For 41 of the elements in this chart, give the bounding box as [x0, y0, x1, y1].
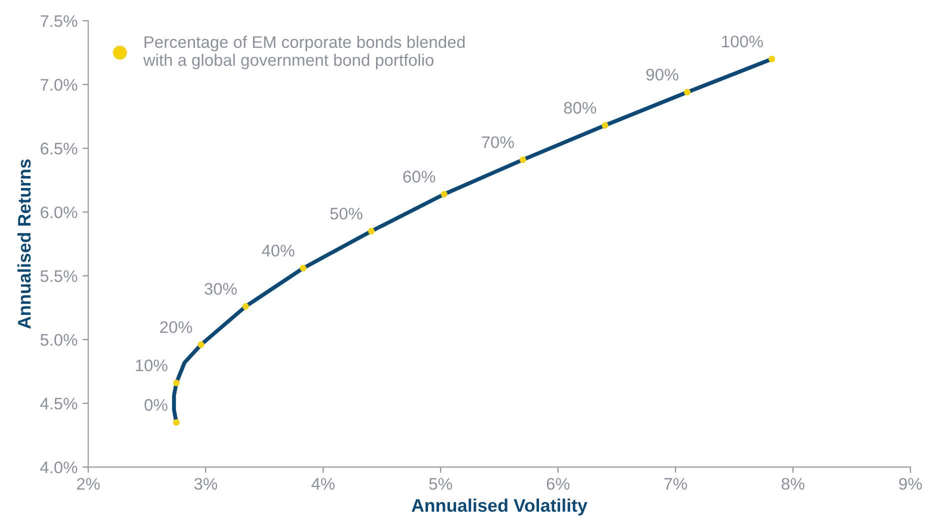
y-axis-title: Annualised Returns: [17, 159, 31, 329]
point: [173, 419, 180, 426]
annotation: 70%: [482, 136, 514, 148]
point: [198, 341, 204, 348]
y-tick-label: 4.0%: [40, 462, 78, 474]
x-tick-label: 9%: [899, 478, 922, 490]
point: [768, 56, 776, 62]
annotation: 80%: [564, 102, 596, 114]
y-tick-label: 4.5%: [40, 398, 78, 410]
point: [440, 190, 448, 198]
point: [684, 88, 691, 96]
point: [300, 264, 306, 272]
x-tick-label: 6%: [546, 478, 570, 490]
annotation: 50%: [330, 208, 362, 220]
annotation: 20%: [160, 321, 192, 334]
x-tick-label: 8%: [782, 478, 804, 490]
annotation: 100%: [722, 36, 763, 48]
x-tick-label: 7%: [664, 478, 687, 490]
annotation: 0%: [144, 399, 168, 411]
x-axis-title: Annualised Volatility: [412, 498, 588, 516]
x-tick-label: 2%: [77, 478, 100, 490]
legend-label: Percentage of EM corporate bonds blended with a global government bond portfolio: [143, 36, 465, 70]
annotation: 10%: [136, 360, 168, 372]
y-tick-label: 6.5%: [40, 142, 78, 154]
annotation: 30%: [204, 282, 237, 295]
x-tick-label: 3%: [194, 478, 218, 490]
y-tick-label: 7.0%: [40, 78, 78, 91]
annotation: 90%: [646, 68, 678, 81]
point: [602, 122, 608, 129]
annotation: 40%: [262, 244, 294, 257]
x-tick-label: 5%: [429, 478, 452, 490]
point: [242, 303, 249, 310]
point: [368, 228, 375, 234]
annotation: 60%: [403, 170, 436, 183]
point: [173, 380, 180, 386]
x-tick-label: 4%: [312, 478, 335, 490]
y-tick-label: 6.0%: [40, 206, 78, 218]
y-tick-label: 7.5%: [40, 15, 78, 27]
y-tick-label: 5.5%: [40, 270, 78, 282]
y-tick-label: 5.0%: [40, 334, 78, 346]
point: [520, 156, 526, 164]
